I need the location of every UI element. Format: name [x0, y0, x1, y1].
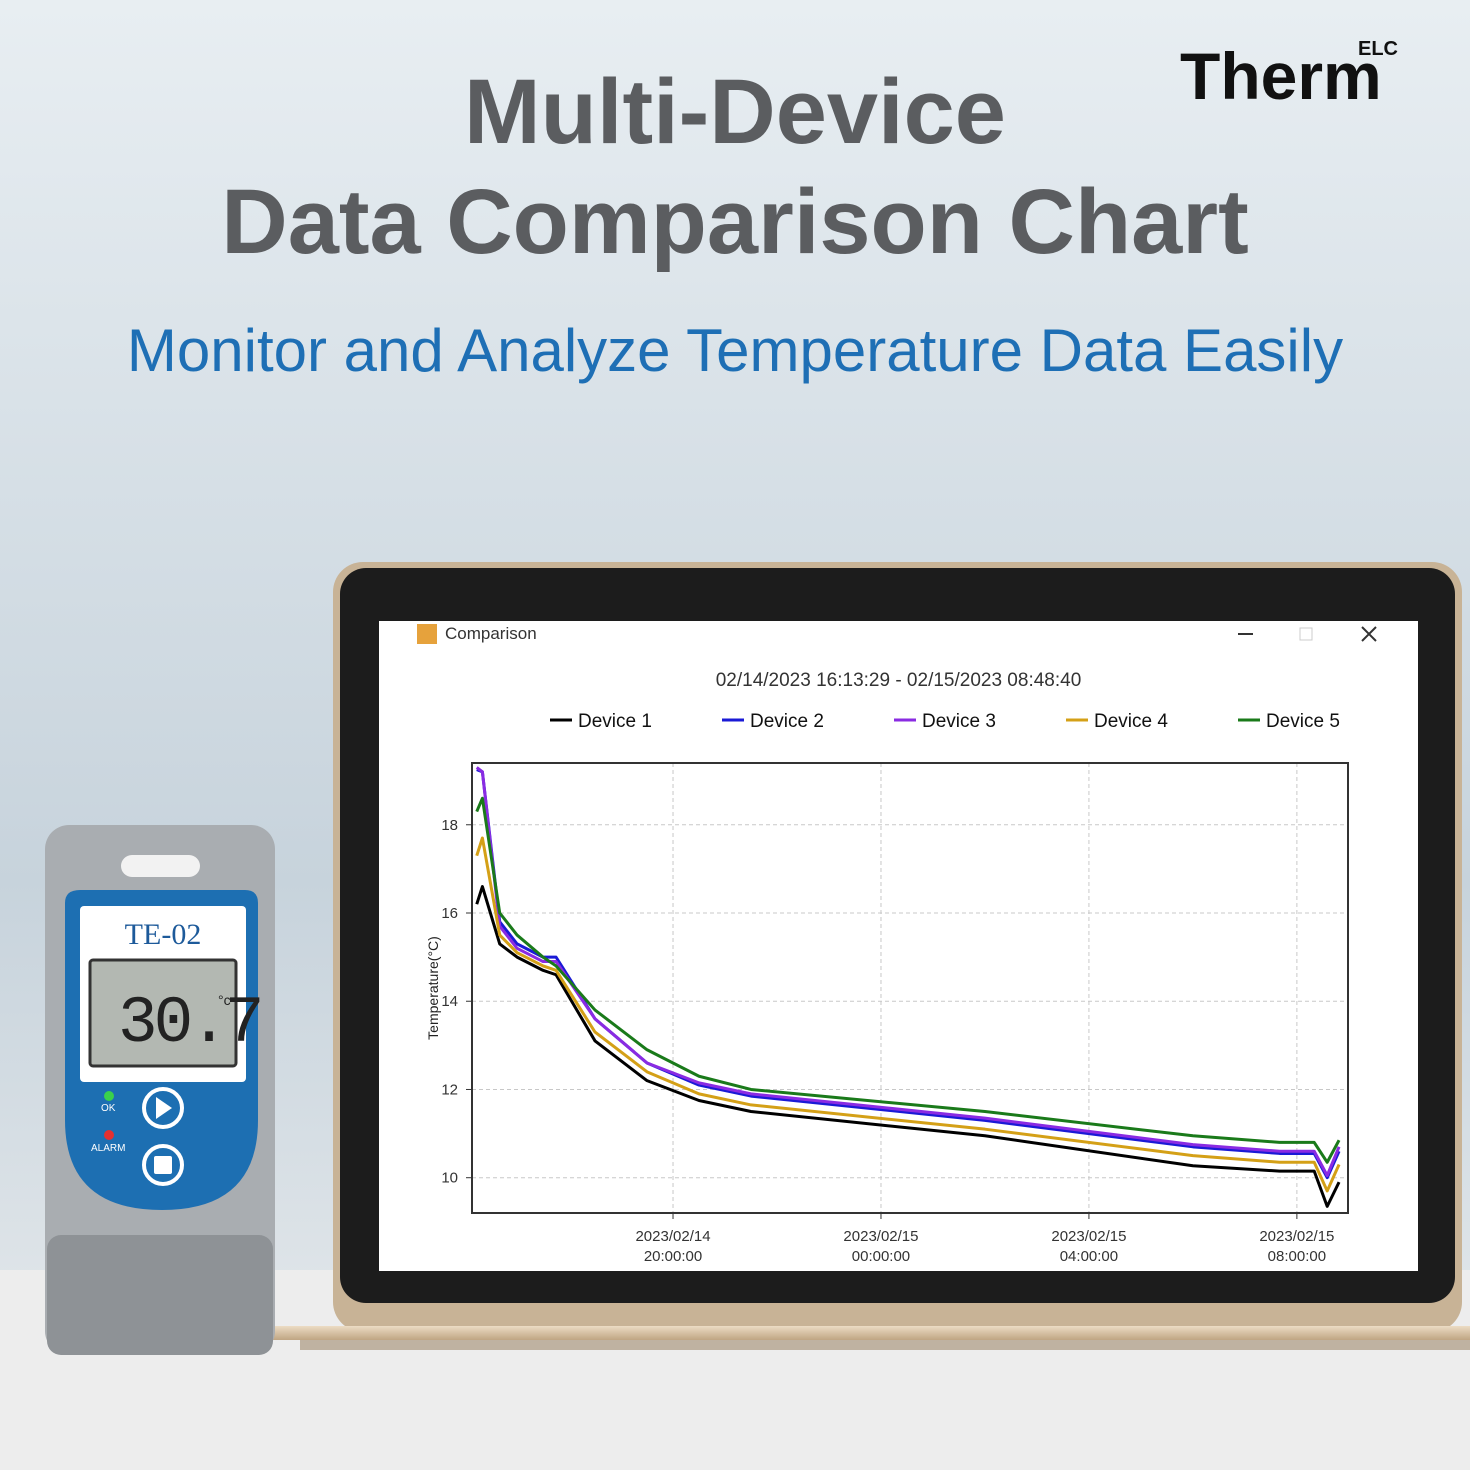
window-icon — [417, 624, 437, 644]
legend-label: Device 2 — [750, 711, 824, 732]
screen — [379, 621, 1418, 1271]
ok-label: OK — [101, 1103, 116, 1114]
device-lcd — [88, 958, 238, 1068]
device-reading: 30.7 — [118, 986, 264, 1061]
legend-label: Device 3 — [922, 711, 996, 732]
subtitle: Monitor and Analyze Temperature Data Eas… — [126, 317, 1344, 384]
ok-led — [104, 1091, 114, 1101]
legend-label: Device 4 — [1094, 711, 1168, 732]
chart: 10 12 14 16 18 Temperature(°C) Device 1 Device … — [425, 711, 1349, 1219]
play-icon — [156, 1097, 172, 1119]
y-tick-label: 10 — [441, 1170, 458, 1187]
laptop-base — [260, 1326, 1470, 1340]
title: Data Comparison Chart — [221, 171, 1249, 273]
maximize-button[interactable] — [1299, 627, 1313, 641]
data-line — [475, 885, 1341, 1208]
stop-icon — [154, 1156, 172, 1174]
y-tick-label: 14 — [441, 993, 458, 1010]
device-slot — [121, 855, 200, 877]
laptop-shadow — [300, 1340, 1470, 1350]
alarm-label: ALARM — [91, 1143, 126, 1154]
x-tick-label: 2023/02/15 08:00:00 — [1259, 1228, 1335, 1265]
play-button[interactable] — [142, 1087, 184, 1129]
y-tick-label: 12 — [441, 1081, 458, 1098]
x-tick-label: 2023/02/15 00:00:00 — [843, 1228, 919, 1265]
device-cap — [47, 1235, 273, 1355]
chart-title: 02/14/2023 16:13:29 - 02/15/2023 08:48:4… — [715, 670, 1082, 691]
window-title: Comparison — [445, 624, 537, 643]
data-line — [475, 836, 1341, 1193]
plot-frame — [471, 762, 1349, 1214]
y-tick-label: 16 — [441, 905, 458, 922]
device-unit: °c — [218, 992, 231, 1008]
close-button[interactable] — [1361, 626, 1377, 642]
y-tick-label: 18 — [441, 817, 458, 834]
y-axis-label: Temperature(°C) — [425, 936, 441, 1040]
stop-button[interactable] — [142, 1144, 184, 1186]
legend-label: Device 5 — [1266, 711, 1340, 732]
x-tick-label: 2023/02/14 20:00:00 — [635, 1228, 711, 1265]
logo-sup: ELC — [1358, 38, 1398, 60]
x-tick-label: 2023/02/15 04:00:00 — [1051, 1228, 1127, 1265]
data-line — [475, 796, 1341, 1164]
title: Multi-Device — [464, 61, 1006, 163]
legend-label: Device 1 — [578, 711, 652, 732]
device-model: TE-02 — [124, 918, 202, 951]
logo: Therm — [1180, 39, 1382, 113]
alarm-led — [104, 1130, 114, 1140]
data-line — [475, 766, 1341, 1177]
